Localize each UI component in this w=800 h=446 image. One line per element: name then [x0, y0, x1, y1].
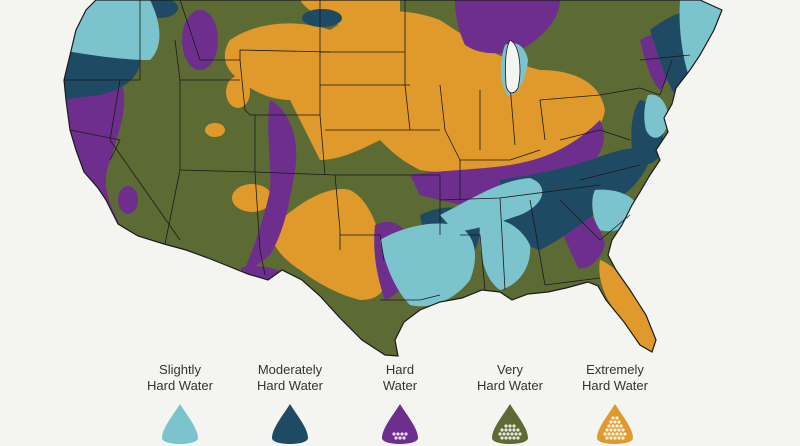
legend-label-line2: Hard Water	[257, 378, 323, 393]
legend: Slightly Hard Water Moderately Hard Wate…	[0, 362, 800, 445]
legend-label-line1: Moderately	[257, 362, 323, 377]
hardness-regions	[64, 0, 722, 356]
region-hard-spot-nevada	[118, 186, 138, 214]
drop-icon-extremely-hard	[597, 404, 633, 444]
region-moderately-hard-southeast	[500, 148, 650, 250]
region-extremely-hard-spot-2	[232, 184, 272, 212]
region-slightly-hard-mid-atlantic	[644, 94, 669, 138]
legend-label-line1: Slightly	[159, 362, 201, 377]
region-hard-mountain	[245, 100, 297, 269]
drop-icon-moderately-hard	[272, 404, 308, 444]
legend-item-extremely-hard: Extremely Hard Water	[555, 362, 675, 446]
legend-label-line2: Hard Water	[582, 378, 648, 393]
legend-label-slightly-hard: Slightly Hard Water	[120, 362, 240, 396]
legend-label-extremely-hard: Extremely Hard Water	[555, 362, 675, 396]
drop-icon-hard	[382, 404, 418, 444]
lake-michigan	[505, 39, 521, 94]
region-extremely-hard-north	[300, 0, 400, 28]
legend-label-line2: Hard Water	[147, 378, 213, 393]
legend-item-very-hard: Very Hard Water	[450, 362, 570, 446]
legend-label-very-hard: Very Hard Water	[450, 362, 570, 396]
drop-icon-very-hard	[492, 404, 528, 444]
region-moderately-hard-pacific	[64, 40, 140, 100]
legend-label-line1: Very	[496, 362, 523, 377]
region-slightly-hard-gulf	[380, 223, 475, 307]
legend-item-slightly-hard: Slightly Hard Water	[120, 362, 240, 446]
region-extremely-hard-florida	[599, 260, 656, 355]
legend-item-hard: Hard Water	[340, 362, 460, 446]
legend-item-moderately-hard: Moderately Hard Water	[230, 362, 350, 446]
region-slightly-hard-south	[440, 178, 543, 232]
region-slightly-hard-alabama	[479, 218, 531, 290]
region-slightly-hard-northwest	[64, 0, 160, 60]
region-extremely-hard-southwest	[270, 189, 387, 300]
region-extremely-hard-spot-3	[226, 76, 250, 108]
region-hard-spot-montana	[182, 10, 218, 70]
region-moderately-hard-spot-ne	[302, 9, 342, 27]
legend-label-line2: Water	[382, 378, 418, 393]
legend-label-hard: Hard Water	[340, 362, 460, 396]
drop-icon-slightly-hard	[162, 404, 198, 444]
legend-label-line2: Hard Water	[477, 378, 543, 393]
region-slightly-hard-new-england	[679, 0, 722, 80]
hard-water-map	[63, 0, 723, 357]
region-hard-great-lakes	[455, 0, 560, 54]
legend-label-line1: Hard	[385, 362, 415, 377]
us-map-svg	[63, 0, 723, 357]
legend-label-moderately-hard: Moderately Hard Water	[230, 362, 350, 396]
state-borders	[64, 0, 691, 301]
legend-label-line1: Extremely	[586, 362, 644, 377]
region-extremely-hard-spot-1	[205, 123, 225, 137]
